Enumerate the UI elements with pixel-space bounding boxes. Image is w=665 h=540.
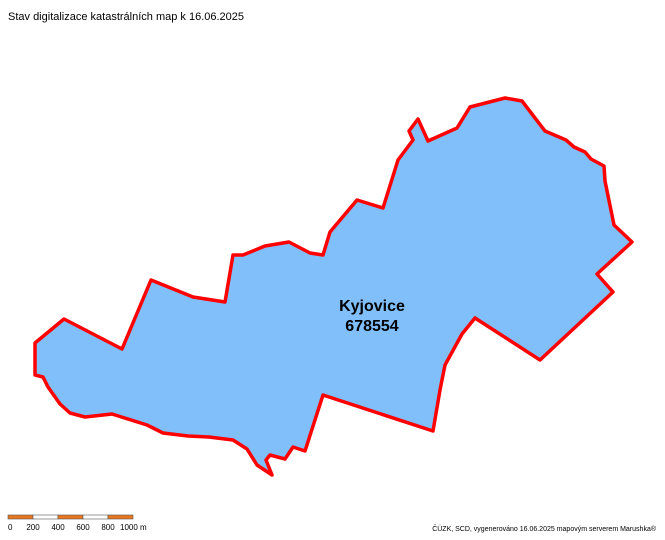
scale-segment [7, 514, 34, 520]
scale-segment [82, 514, 109, 520]
cadastral-area[interactable] [33, 96, 634, 477]
scale-label: 600 [76, 523, 90, 532]
scale-segment [57, 514, 84, 520]
credit: ČÚZK, SCD, vygenerováno 16.06.2025 mapov… [432, 524, 657, 533]
scale-label: 1000 m [120, 523, 147, 532]
map-title: Stav digitalizace katastrálních map k 16… [8, 11, 244, 23]
scale-label: 400 [51, 523, 65, 532]
scale-label: 200 [26, 523, 40, 532]
scale-bar [7, 514, 134, 520]
scale-segment [32, 514, 59, 520]
scale-labels: 0 200 400 600 800 1000 m [8, 523, 147, 532]
scale-segment [107, 514, 134, 520]
scale-label: 800 [101, 523, 115, 532]
region-code: 678554 [345, 318, 398, 335]
region-name: Kyjovice [339, 298, 405, 315]
scale-label: 0 [8, 523, 13, 532]
